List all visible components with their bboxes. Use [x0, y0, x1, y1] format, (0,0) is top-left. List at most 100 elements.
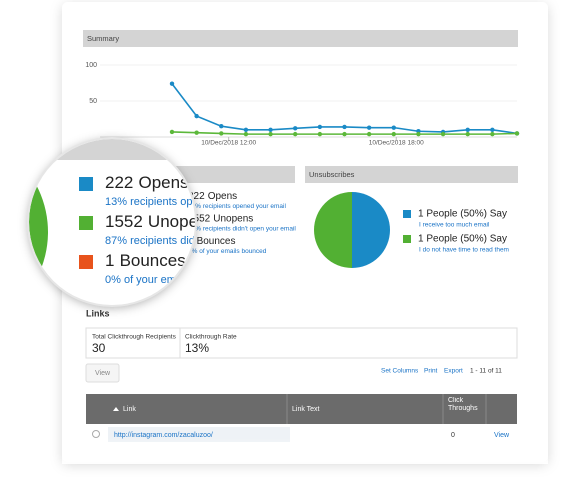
- legend-label: 1552 Unopens: [105, 212, 216, 231]
- pie-slice: [352, 192, 390, 268]
- x-tick-label: 10/Dec/2018 12:00: [201, 140, 256, 147]
- opens-pie: [0, 132, 48, 305]
- legend-swatch: [79, 255, 93, 269]
- point: [391, 131, 396, 137]
- legend-swatch: [79, 216, 93, 230]
- point: [490, 127, 495, 132]
- summary-header: [83, 30, 518, 47]
- legend-count: 1552: [105, 212, 143, 231]
- pagination: 1 - 11 of 11: [470, 368, 502, 375]
- point: [366, 125, 372, 130]
- point: [194, 130, 199, 135]
- legend-name: Opens: [138, 173, 188, 192]
- stat-value: 13%: [185, 341, 209, 355]
- pie-slice: [314, 192, 352, 268]
- stats-box: [85, 327, 518, 359]
- column-header[interactable]: Link: [123, 406, 136, 413]
- point: [514, 131, 520, 136]
- row-link[interactable]: http://instagram.com/zacaluzoo/: [114, 432, 213, 439]
- point: [490, 131, 495, 137]
- point: [219, 131, 224, 136]
- row-radio[interactable]: [92, 430, 100, 438]
- line-chart: 50 100 10/Dec/2018 12:00 10/Dec/2018 18:00: [85, 62, 520, 147]
- x-tick-label: 10/Dec/2018 18:00: [369, 140, 424, 147]
- legend-name: Unopens: [148, 212, 216, 231]
- pie-slice: [0, 132, 19, 232]
- point: [268, 131, 273, 137]
- legend-description: 13% recipients opened your email: [105, 196, 271, 208]
- column-header-box: Click Throughs: [448, 397, 478, 412]
- legend-count: 222: [188, 191, 205, 202]
- unsubscribes-title: Unsubscribes: [309, 170, 355, 179]
- legend-count: 222: [105, 173, 133, 192]
- legend-description: 13% recipients opened your email: [188, 203, 286, 210]
- action-link[interactable]: Export: [444, 368, 463, 375]
- stat-label: Total Clickthrough Recipients: [92, 334, 177, 341]
- legend-count: 1: [105, 251, 114, 270]
- sort-arrow[interactable]: [113, 407, 119, 411]
- view-button[interactable]: [85, 363, 120, 383]
- action-link[interactable]: Print: [424, 368, 438, 375]
- legend-description: 87% recipients didn't open your email: [188, 226, 296, 233]
- point: [465, 131, 470, 137]
- row-action[interactable]: View: [494, 432, 510, 439]
- point: [268, 127, 273, 132]
- magnifier-rim: [27, 137, 197, 307]
- point: [243, 131, 249, 137]
- y-tick-label: 100: [85, 62, 97, 69]
- point: [366, 131, 372, 137]
- table-header: [86, 394, 517, 424]
- legend-label: 1 People (50%) Say: [418, 209, 507, 220]
- point: [465, 127, 470, 132]
- stat-value: 30: [92, 341, 106, 355]
- legend-description: I do not have time to read them: [419, 247, 509, 254]
- legend-description: 0% of your emails bounced: [188, 248, 267, 255]
- point: [169, 129, 175, 135]
- point: [293, 126, 298, 131]
- summary-title: Summary: [87, 34, 119, 43]
- fade: [62, 438, 548, 464]
- pie-slice: [29, 139, 48, 305]
- legend-label: 222 Opens: [188, 191, 237, 202]
- legend-description: I receive too much email: [419, 222, 490, 229]
- legend-swatch: [403, 235, 411, 243]
- point: [293, 131, 298, 137]
- point: [342, 131, 347, 137]
- magnifier: [28, 138, 196, 306]
- point: [317, 124, 323, 130]
- legend-swatch: [79, 177, 93, 191]
- point: [440, 131, 446, 137]
- unsubscribes-legend: 1 People (50%) Say I receive too much ema…: [403, 209, 509, 254]
- point: [169, 81, 175, 86]
- legend-name: Bounces: [120, 251, 186, 270]
- legend-label: 1552 Unopens: [188, 213, 253, 224]
- point: [416, 131, 421, 137]
- links-title: Links: [86, 308, 110, 318]
- point: [391, 125, 396, 130]
- unsubscribes-header: [305, 166, 518, 183]
- legend-count: 1552: [188, 213, 211, 224]
- stat-label: Clickthrough Rate: [185, 334, 237, 341]
- point: [317, 131, 323, 137]
- legend-name: Bounces: [197, 236, 236, 247]
- unsubscribes-pie: [314, 192, 390, 268]
- legend-label: 1 People (50%) Say: [418, 234, 507, 245]
- column-header[interactable]: Link Text: [292, 406, 320, 413]
- view-button-label[interactable]: View: [95, 370, 111, 377]
- column-header[interactable]: Click Throughs: [448, 397, 478, 412]
- legend-swatch: [403, 210, 411, 218]
- legend-name: Unopens: [213, 213, 253, 224]
- row-clicks: 0: [451, 432, 455, 439]
- action-link[interactable]: Set Columns: [381, 368, 419, 375]
- legend-name: Opens: [208, 191, 237, 202]
- point: [194, 113, 199, 119]
- legend-label: 222 Opens: [105, 173, 189, 192]
- point: [342, 124, 347, 130]
- legend-label: 1 Bounces: [105, 251, 186, 270]
- y-tick-label: 50: [89, 98, 97, 105]
- point: [219, 124, 224, 129]
- point: [243, 127, 249, 132]
